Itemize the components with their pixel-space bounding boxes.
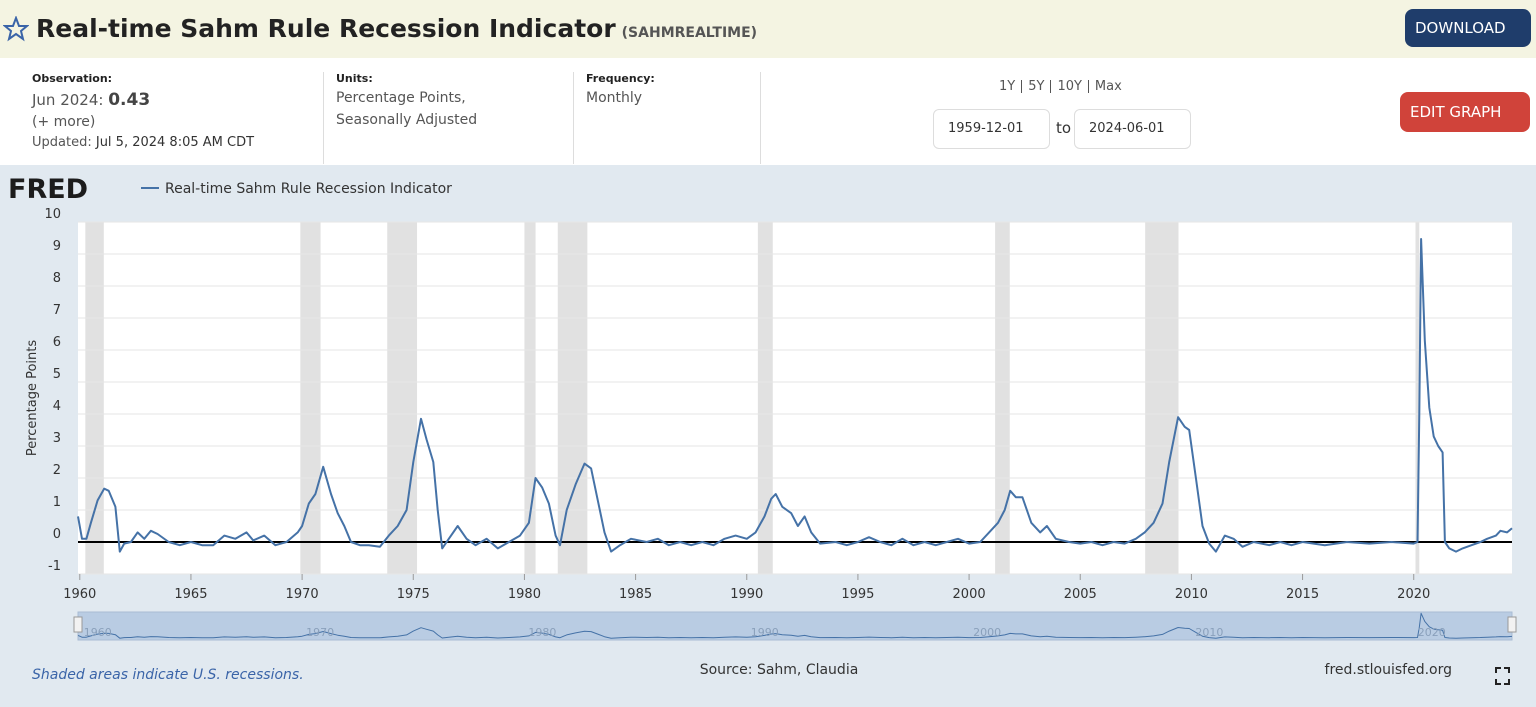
navigator-label: 2010 (1195, 626, 1223, 639)
title: Real-time Sahm Rule Recession Indicator (… (36, 14, 757, 43)
end-date[interactable]: 2024-06-01 (1074, 109, 1191, 149)
units-line: Percentage Points, (336, 90, 466, 106)
frequency-label: Frequency: (586, 72, 655, 85)
legend-label: Real-time Sahm Rule Recession Indicator (165, 181, 452, 197)
more-link[interactable]: (+ more) (32, 114, 96, 130)
recession-band (995, 222, 1010, 574)
recession-band (300, 222, 321, 574)
y-tick-label: 4 (53, 399, 61, 414)
y-tick-label: 7 (53, 303, 61, 318)
x-tick-label: 2005 (1064, 587, 1097, 602)
edit-label: EDIT GRAPH (1410, 103, 1502, 121)
observation-date: Jun 2024: (32, 91, 104, 109)
navigator-label: 2000 (973, 626, 1001, 639)
y-tick-label: 8 (53, 271, 61, 286)
separator (573, 72, 574, 164)
x-tick-label: 1970 (286, 587, 319, 602)
y-tick-label: 5 (53, 367, 61, 382)
x-tick-label: 1990 (730, 587, 763, 602)
y-tick-label: 1 (53, 495, 61, 510)
chart: FRED Percentage Points Shaded areas indi… (0, 165, 1536, 707)
x-tick-label: 1985 (619, 587, 652, 602)
download-label: DOWNLOAD (1415, 19, 1506, 37)
start-date[interactable]: 1959-12-01 (933, 109, 1050, 149)
recession-band (557, 222, 588, 574)
y-tick-label: 3 (53, 431, 61, 446)
navigator-line (77, 612, 1513, 639)
recession-note: Shaded areas indicate U.S. recessions. (32, 667, 304, 683)
recession-band (1415, 222, 1420, 574)
source: Source: Sahm, Claudia (700, 662, 859, 678)
navigator-label: 1980 (528, 626, 556, 639)
y-tick-label: 6 (53, 335, 61, 350)
navigator-handle (1507, 616, 1517, 633)
navigator-handle (73, 616, 83, 633)
y-tick-label: -1 (48, 559, 61, 574)
star-icon[interactable] (3, 16, 29, 42)
navigator-label: 1960 (84, 626, 112, 639)
x-tick-label: 2000 (953, 587, 986, 602)
navigator-label: 1970 (306, 626, 334, 639)
range-button[interactable]: 10Y (1057, 79, 1082, 94)
fullscreen-icon[interactable] (1495, 667, 1510, 685)
range-button[interactable]: 1Y (999, 79, 1016, 94)
recession-band (1145, 222, 1179, 574)
range-button[interactable]: Max (1094, 79, 1122, 94)
frequency-value: Monthly (586, 90, 643, 106)
y-tick-label: 0 (53, 527, 61, 542)
x-tick-label: 2015 (1286, 587, 1319, 602)
fred-logo: FRED (8, 174, 88, 205)
range-button[interactable]: 5Y (1028, 79, 1045, 94)
x-tick-label: 2020 (1397, 587, 1430, 602)
recession-band (757, 222, 773, 574)
separator (760, 72, 761, 164)
site-link[interactable]: fred.stlouisfed.org (1325, 662, 1452, 678)
x-tick-label: 1980 (508, 587, 541, 602)
separator (323, 72, 324, 164)
recession-band (85, 222, 104, 574)
range-buttons: 1Y 5Y 10Y Max (999, 79, 1122, 94)
updated-label: Updated: (32, 135, 92, 150)
y-tick-label: 10 (44, 207, 61, 222)
download-button[interactable]: DOWNLOAD (1405, 9, 1531, 47)
to-label: to (1056, 119, 1072, 137)
y-axis-label: Percentage Points (25, 340, 40, 457)
x-tick-label: 1975 (397, 587, 430, 602)
series-id: (SAHMREALTIME) (621, 25, 758, 41)
title-text: Real-time Sahm Rule Recession Indicator (36, 14, 616, 43)
x-tick-label: 1960 (63, 587, 96, 602)
units-label: Units: (336, 72, 373, 85)
header: Real-time Sahm Rule Recession Indicator (… (0, 0, 1536, 58)
navigator-label: 1990 (751, 626, 779, 639)
recession-band (387, 222, 418, 574)
y-tick-label: 2 (53, 463, 61, 478)
units-line: Seasonally Adjusted (336, 112, 478, 128)
updated-value: Jul 5, 2024 8:05 AM CDT (95, 135, 255, 150)
navigator (77, 611, 1513, 641)
y-tick-label: 9 (53, 239, 61, 254)
x-tick-label: 1965 (174, 587, 207, 602)
recession-band (524, 222, 536, 574)
observation-label: Observation: (32, 72, 113, 85)
navigator-label: 2020 (1418, 626, 1446, 639)
edit-graph-button[interactable]: EDIT GRAPH (1400, 92, 1530, 132)
series-line (77, 238, 1513, 553)
x-tick-label: 2010 (1175, 587, 1208, 602)
x-tick-label: 1995 (841, 587, 874, 602)
observation-value: 0.43 (108, 90, 151, 110)
